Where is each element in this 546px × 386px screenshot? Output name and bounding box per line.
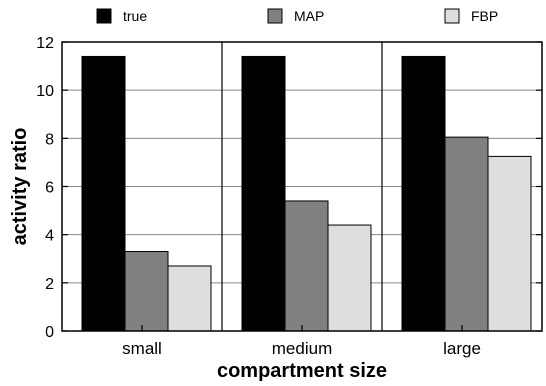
x-category-label: small (122, 339, 162, 358)
legend-label: true (123, 8, 147, 24)
legend-item-map: MAP (267, 8, 324, 24)
y-tick-label: 12 (36, 35, 54, 52)
legend-label: MAP (294, 8, 324, 24)
y-tick-label: 10 (36, 83, 54, 100)
x-category-label: medium (272, 339, 332, 358)
x-axis-label: compartment size (217, 360, 387, 382)
legend-swatch (96, 8, 112, 24)
bars (81, 55, 532, 332)
y-tick-label: 4 (45, 228, 54, 245)
bar-map-medium (284, 200, 329, 332)
bar-true-medium (241, 55, 286, 332)
bar-true-small (81, 55, 126, 332)
legend-item-fbp: FBP (444, 8, 498, 24)
y-axis-ticks: 0 2 4 6 8 10 12 (36, 35, 542, 341)
legend-label: FBP (471, 8, 498, 24)
x-axis-categories: small medium large (122, 325, 481, 358)
bar-true-large (401, 55, 446, 332)
bar-fbp-large (487, 155, 532, 332)
y-tick-label: 0 (45, 324, 54, 341)
bar-map-small (124, 251, 169, 332)
y-tick-label: 6 (45, 180, 54, 197)
y-tick-label: 2 (45, 276, 54, 293)
bar-fbp-medium (327, 224, 372, 332)
y-tick-label: 8 (45, 131, 54, 148)
y-axis-label: activity ratio (9, 128, 31, 246)
legend-swatch (444, 8, 460, 24)
category-separators (221, 42, 383, 331)
bar-fbp-small (167, 265, 212, 332)
legend: true MAP FBP (96, 8, 498, 24)
bar-map-large (444, 136, 489, 332)
legend-item-true: true (96, 8, 147, 24)
x-category-label: large (443, 339, 481, 358)
legend-swatch (267, 8, 283, 24)
